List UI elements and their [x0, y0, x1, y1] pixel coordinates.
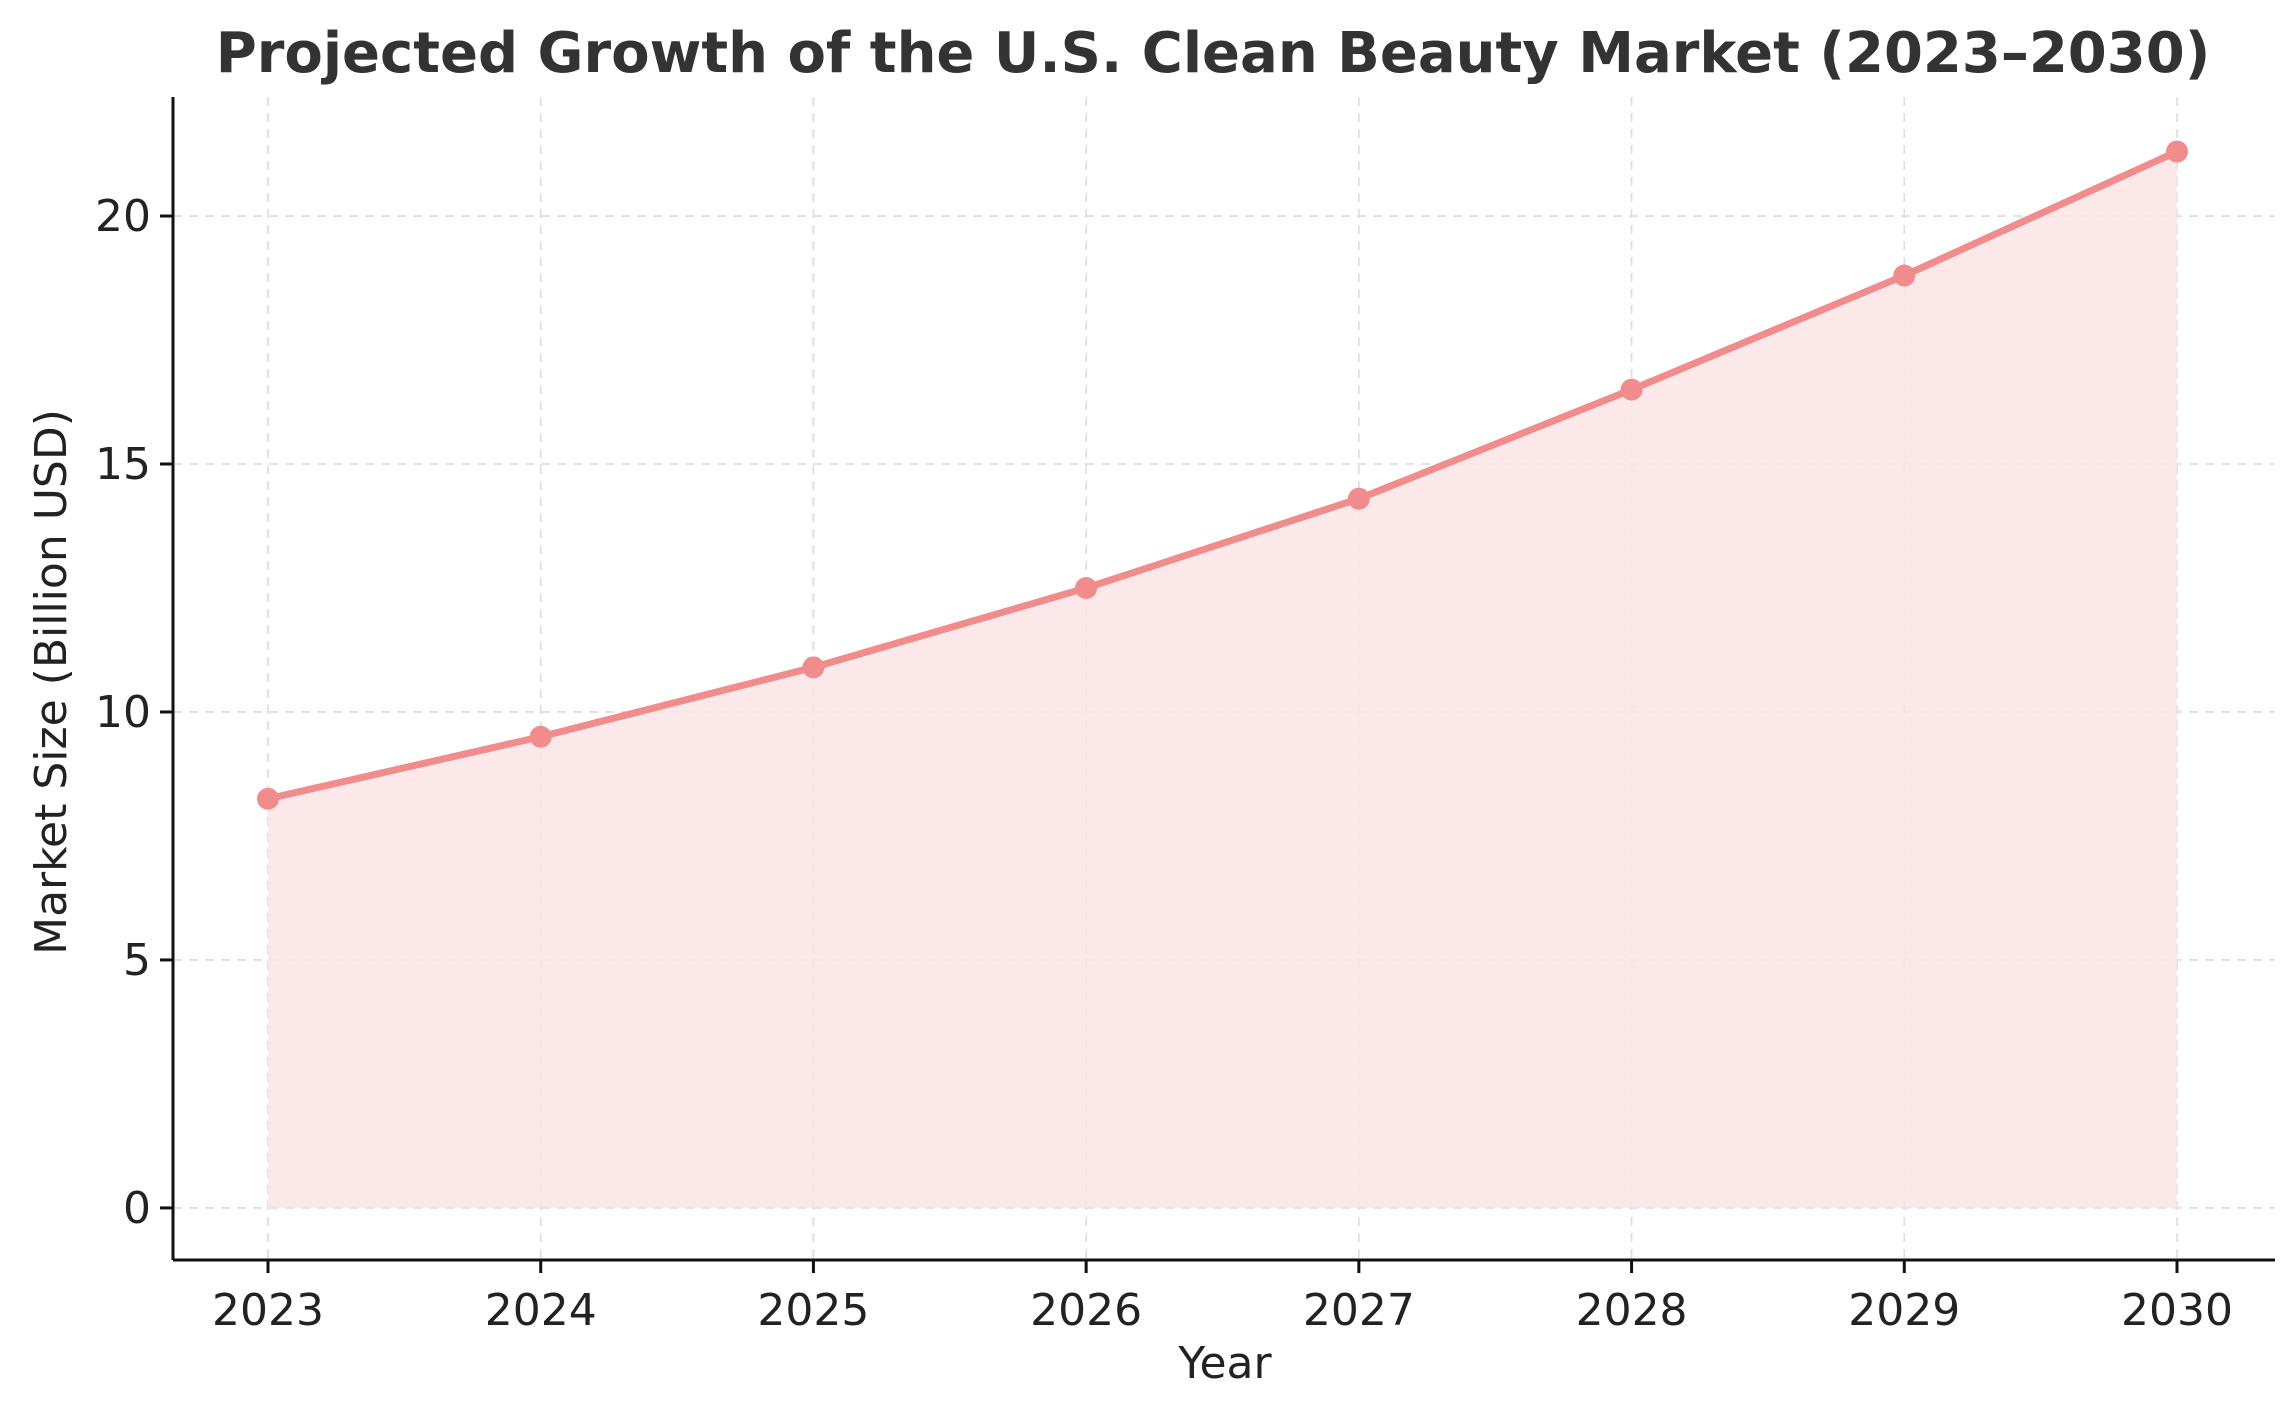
x-tick-label: 2029	[1848, 1285, 1960, 1336]
axes	[171, 97, 2275, 1262]
data-point	[529, 725, 552, 748]
data-point	[1620, 378, 1643, 401]
y-tick-label: 20	[95, 191, 151, 242]
x-tick-label: 2028	[1576, 1285, 1688, 1336]
y-tick-label: 10	[95, 687, 151, 738]
x-axis-label: Year	[1177, 1338, 1272, 1389]
data-point	[1347, 487, 1370, 510]
x-tick-label: 2030	[2121, 1285, 2233, 1336]
y-tick-label: 0	[123, 1183, 151, 1234]
data-point	[1075, 576, 1098, 599]
data-point	[257, 787, 279, 810]
x-tick-label: 2023	[212, 1285, 324, 1336]
chart-title: Projected Growth of the U.S. Clean Beaut…	[216, 21, 2211, 86]
y-tick-label: 15	[95, 439, 151, 490]
y-axis-label: Market Size (Billion USD)	[26, 409, 77, 955]
x-tick-label: 2027	[1303, 1285, 1415, 1336]
x-axis-ticks: 2023 2024 2025 2026 2027 2028 2029 2030	[212, 1260, 2233, 1336]
data-point	[2166, 140, 2188, 163]
data-point	[1893, 264, 1916, 287]
y-axis-ticks: 0 5 10 15 20	[95, 191, 173, 1234]
area-fill	[268, 151, 2177, 1208]
x-tick-label: 2026	[1030, 1285, 1142, 1336]
y-tick-label: 5	[123, 935, 151, 986]
x-tick-label: 2024	[485, 1285, 597, 1336]
data-point	[802, 656, 825, 679]
series-line	[264, 148, 2181, 803]
data-markers	[257, 140, 2188, 810]
x-tick-label: 2025	[757, 1285, 869, 1336]
